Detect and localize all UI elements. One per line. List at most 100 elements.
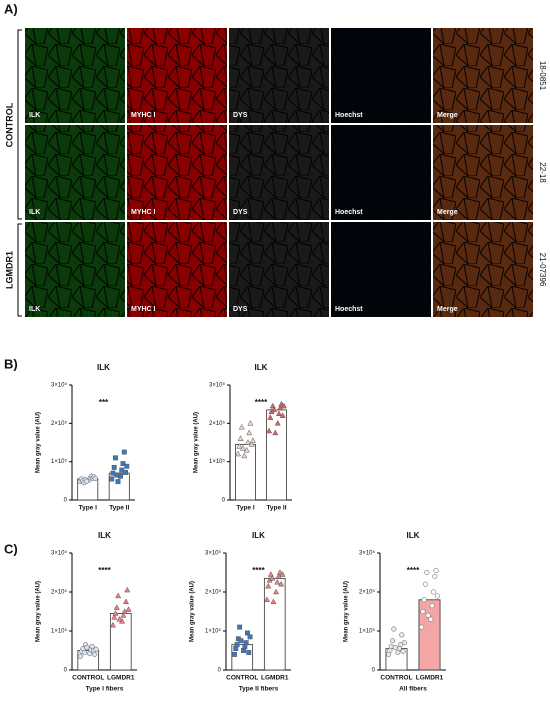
data-point — [279, 571, 286, 577]
data-point — [234, 642, 240, 648]
significance: **** — [252, 566, 265, 575]
y-axis-label: Mean gray value (AU) — [190, 581, 196, 642]
data-point — [392, 644, 398, 650]
y-tick-label: 0 — [372, 668, 376, 674]
data-point — [269, 575, 276, 581]
data-point — [120, 612, 127, 618]
y-axis-label: Mean gray value (AU) — [194, 412, 200, 473]
data-point — [114, 472, 120, 478]
x-tick-label: CONTROL — [226, 675, 258, 682]
data-point — [433, 568, 439, 574]
data-point — [123, 469, 128, 475]
micrograph-texture — [127, 28, 227, 123]
y-tick-label: 0 — [64, 498, 68, 504]
data-point — [273, 588, 280, 595]
x-axis-label: Type II fibers — [239, 686, 279, 693]
data-point — [93, 646, 99, 652]
channel-label: Hoechst — [335, 209, 363, 216]
data-point — [424, 569, 430, 576]
chart-title: ILK — [252, 531, 265, 540]
data-point — [265, 582, 272, 589]
data-point — [389, 638, 396, 644]
significance: *** — [99, 398, 109, 407]
data-point — [275, 410, 282, 416]
data-point — [278, 580, 285, 587]
data-point — [125, 606, 132, 612]
significance: **** — [98, 566, 111, 575]
y-tick-label: 0 — [64, 668, 68, 674]
data-point — [274, 578, 281, 585]
channel-label: DYS — [233, 112, 248, 119]
data-point — [238, 638, 244, 644]
y-tick-label: 1×10⁵ — [51, 628, 68, 635]
data-point — [115, 592, 122, 599]
panel-label: B) — [4, 356, 18, 371]
x-axis-label: All fibers — [399, 686, 427, 693]
micrograph-texture — [433, 28, 533, 123]
sample-id: 22-18 — [538, 162, 547, 183]
x-tick-label: CONTROL — [380, 675, 412, 682]
data-point — [272, 429, 279, 436]
data-point — [113, 604, 120, 610]
y-tick-label: 1×10⁵ — [359, 628, 376, 635]
data-point — [232, 651, 237, 657]
channel-label: MYHC I — [131, 112, 156, 119]
bar — [418, 599, 441, 671]
y-tick-label: 0 — [222, 498, 226, 504]
data-point — [113, 455, 118, 461]
sample-id: 21-07396 — [538, 253, 547, 287]
data-point — [109, 476, 115, 482]
chart-title: ILK — [407, 531, 420, 540]
x-tick-label: Type I — [79, 505, 97, 512]
data-point — [425, 612, 431, 618]
y-tick-label: 0 — [218, 668, 222, 674]
data-point — [235, 450, 242, 457]
x-tick-label: CONTROL — [72, 675, 104, 682]
data-point — [420, 608, 426, 615]
channel-label: Merge — [437, 112, 458, 119]
channel-label: Hoechst — [335, 306, 363, 313]
y-tick-label: 2×10⁵ — [359, 589, 376, 596]
micrograph-texture — [331, 28, 431, 123]
data-point — [77, 653, 83, 659]
group-label: LGMDR1 — [4, 251, 14, 289]
y-tick-label: 1×10⁵ — [51, 458, 68, 465]
significance: **** — [407, 566, 420, 575]
data-point — [428, 616, 434, 622]
micrograph-texture — [331, 222, 431, 317]
data-point — [236, 443, 243, 449]
data-point — [266, 427, 273, 434]
data-point — [245, 630, 250, 636]
data-point — [419, 624, 425, 630]
data-point — [84, 644, 90, 650]
data-point — [124, 463, 130, 469]
group-label: CONTROL — [4, 102, 14, 147]
channel-label: MYHC I — [131, 306, 156, 313]
data-point — [83, 478, 90, 484]
data-point — [92, 651, 98, 657]
data-point — [280, 402, 287, 409]
y-tick-label: 3×10⁵ — [205, 550, 222, 557]
data-point — [249, 437, 256, 443]
data-point — [263, 596, 270, 603]
significance: **** — [255, 398, 268, 407]
group-bracket — [17, 223, 22, 317]
data-point — [430, 589, 437, 595]
data-point — [274, 420, 281, 426]
channel-label: DYS — [233, 209, 248, 216]
micrograph-texture — [25, 28, 125, 123]
data-point — [243, 640, 249, 646]
data-point — [247, 634, 253, 640]
panel-label: A) — [4, 1, 18, 16]
micrograph-texture — [433, 222, 533, 317]
data-point — [240, 444, 247, 451]
micrograph-texture — [229, 28, 329, 123]
data-point — [267, 571, 274, 577]
data-point — [434, 593, 440, 599]
data-point — [397, 642, 404, 648]
data-point — [247, 420, 254, 426]
y-tick-label: 3×10⁵ — [359, 550, 376, 557]
data-point — [432, 573, 438, 579]
data-point — [391, 626, 397, 632]
